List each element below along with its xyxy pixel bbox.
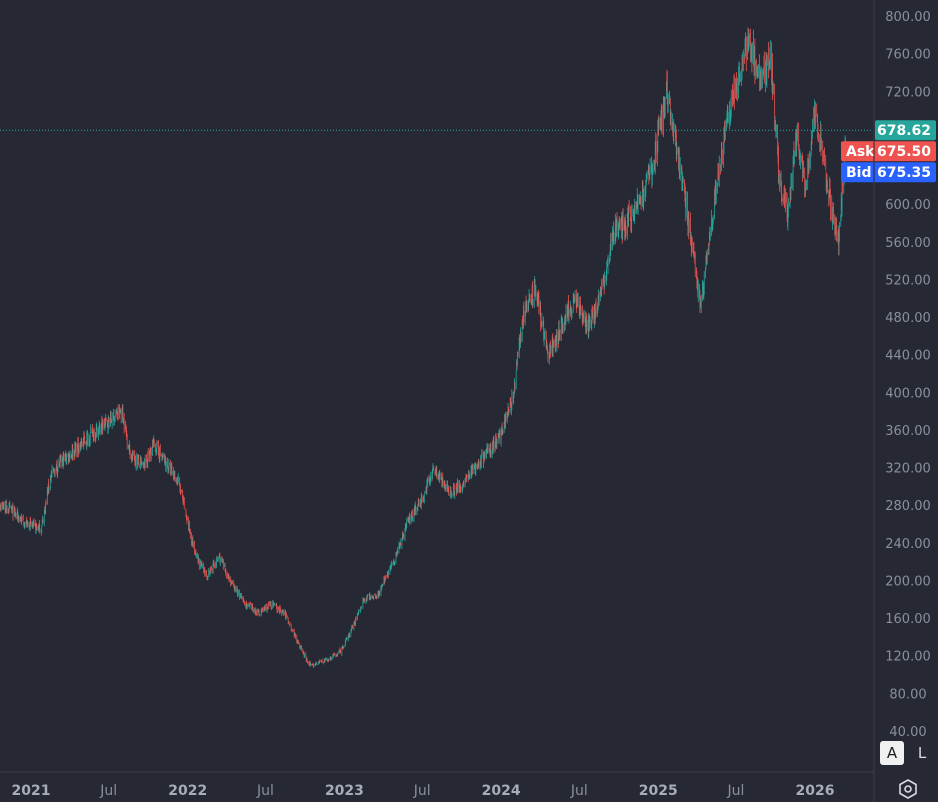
auto-scale-button[interactable]: A <box>880 741 904 765</box>
price-axis[interactable]: 800.00760.00720.00680.00600.00560.00520.… <box>885 10 931 740</box>
y-tick-label: 240.00 <box>885 537 931 552</box>
y-tick-label: 720.00 <box>885 85 931 100</box>
y-tick-label: 800.00 <box>885 10 931 25</box>
last-price-value: 678.62 <box>877 123 931 139</box>
y-tick-label: 760.00 <box>885 48 931 63</box>
y-tick-label: 120.00 <box>885 650 931 665</box>
x-tick-label: 2022 <box>168 783 207 799</box>
x-tick-label: 2021 <box>12 783 51 799</box>
bid-label: Bid <box>846 165 872 181</box>
x-tick-label: 2026 <box>796 783 835 799</box>
y-tick-label: 400.00 <box>885 386 931 401</box>
ask-price-value: 675.50 <box>877 144 931 160</box>
x-tick-label: 2023 <box>325 783 364 799</box>
log-scale-button[interactable]: L <box>917 744 927 762</box>
x-tick-label: Jul <box>256 783 274 799</box>
x-tick-label: 2024 <box>482 783 521 799</box>
y-tick-label: 320.00 <box>885 462 931 477</box>
x-tick-label: Jul <box>413 783 431 799</box>
candle-series <box>0 27 846 669</box>
time-axis[interactable]: 2021 Jul 2022 Jul 2023 Jul 2024 Jul 2025 Jul 2026 <box>12 783 835 799</box>
y-tick-label: 160.00 <box>885 612 931 627</box>
y-tick-label: 480.00 <box>885 311 931 326</box>
x-tick-label: Jul <box>99 783 117 799</box>
x-tick-label: 2025 <box>639 783 678 799</box>
last-price-tag: 678.62 <box>875 120 936 141</box>
y-tick-label: 80.00 <box>889 687 926 702</box>
y-tick-label: 600.00 <box>885 198 931 213</box>
y-tick-label: 440.00 <box>885 349 931 364</box>
y-tick-label: 200.00 <box>885 574 931 589</box>
y-tick-label: 560.00 <box>885 236 931 251</box>
y-tick-label: 360.00 <box>885 424 931 439</box>
hexagon-gear-icon[interactable] <box>897 778 919 800</box>
bid-price-tag: Bid 675.35 <box>841 162 936 183</box>
y-tick-label: 40.00 <box>889 725 926 740</box>
y-tick-label: 280.00 <box>885 499 931 514</box>
bid-price-value: 675.35 <box>877 165 931 181</box>
y-tick-label: 520.00 <box>885 273 931 288</box>
ask-label: Ask <box>846 144 875 160</box>
ask-price-tag: Ask 675.50 <box>841 141 936 162</box>
x-tick-label: Jul <box>727 783 745 799</box>
x-tick-label: Jul <box>570 783 588 799</box>
